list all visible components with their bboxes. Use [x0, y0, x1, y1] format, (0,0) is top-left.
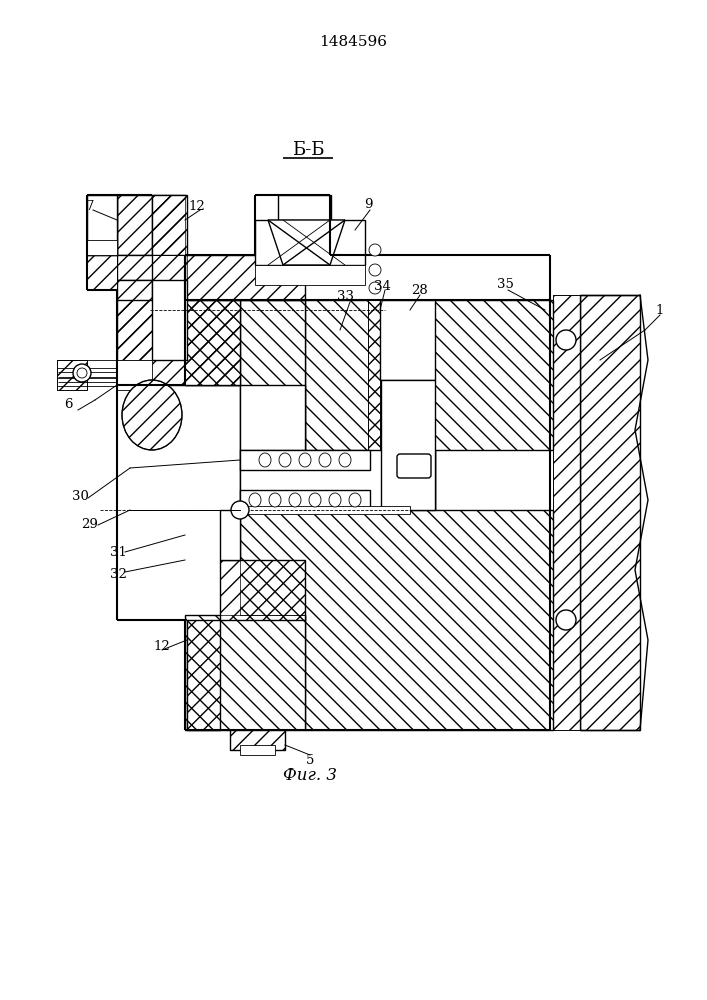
Text: 31: 31: [110, 546, 127, 558]
Bar: [117, 280, 152, 360]
Circle shape: [77, 368, 87, 378]
Ellipse shape: [319, 453, 331, 467]
Circle shape: [369, 264, 381, 276]
Ellipse shape: [309, 493, 321, 507]
Circle shape: [73, 364, 91, 382]
Ellipse shape: [349, 493, 361, 507]
Ellipse shape: [269, 493, 281, 507]
Polygon shape: [240, 300, 553, 730]
Bar: [553, 295, 580, 730]
Bar: [553, 295, 580, 730]
Bar: [187, 620, 220, 730]
Polygon shape: [185, 300, 240, 385]
Polygon shape: [185, 615, 305, 730]
Text: 35: 35: [496, 278, 513, 292]
Text: Б-Б: Б-Б: [292, 141, 325, 159]
Bar: [87, 195, 117, 290]
Bar: [152, 195, 187, 255]
Polygon shape: [268, 220, 345, 265]
Polygon shape: [185, 300, 305, 450]
Text: 5: 5: [306, 754, 314, 766]
Bar: [255, 220, 365, 265]
Ellipse shape: [289, 493, 301, 507]
Bar: [117, 195, 152, 255]
Ellipse shape: [122, 380, 182, 450]
Text: 33: 33: [337, 290, 354, 302]
Bar: [580, 295, 640, 730]
Bar: [240, 745, 275, 755]
Bar: [87, 195, 117, 255]
Bar: [117, 255, 152, 280]
Bar: [152, 195, 185, 255]
Bar: [278, 195, 331, 220]
Text: 7: 7: [86, 200, 94, 214]
Bar: [368, 300, 380, 450]
Bar: [230, 730, 285, 750]
Bar: [57, 360, 87, 390]
Bar: [580, 295, 640, 730]
Bar: [368, 300, 380, 450]
Bar: [117, 300, 240, 385]
Bar: [57, 360, 87, 390]
Circle shape: [369, 282, 381, 294]
Bar: [240, 506, 410, 514]
Circle shape: [369, 244, 381, 256]
Ellipse shape: [279, 453, 291, 467]
Bar: [152, 255, 187, 280]
Ellipse shape: [249, 493, 261, 507]
Text: 9: 9: [363, 198, 373, 212]
Text: Фиг. 3: Фиг. 3: [283, 766, 337, 784]
Bar: [380, 300, 435, 380]
Text: 30: 30: [71, 489, 88, 502]
Ellipse shape: [259, 453, 271, 467]
Text: 1484596: 1484596: [319, 35, 387, 49]
FancyBboxPatch shape: [397, 454, 431, 478]
Bar: [220, 560, 305, 620]
Bar: [117, 195, 152, 255]
Text: 28: 28: [411, 284, 428, 296]
Bar: [117, 300, 240, 385]
Bar: [152, 255, 187, 280]
Bar: [152, 280, 187, 360]
Bar: [87, 240, 117, 255]
Bar: [240, 385, 305, 450]
Ellipse shape: [299, 453, 311, 467]
Bar: [220, 510, 240, 560]
Bar: [152, 195, 187, 255]
Bar: [240, 490, 370, 510]
Bar: [240, 450, 435, 510]
Text: 1: 1: [656, 304, 664, 316]
Circle shape: [231, 501, 249, 519]
Text: 12: 12: [189, 200, 205, 214]
Bar: [87, 195, 117, 255]
Text: 6: 6: [64, 398, 72, 412]
Circle shape: [556, 330, 576, 350]
Bar: [117, 255, 152, 280]
Bar: [152, 195, 185, 255]
Text: 29: 29: [81, 518, 98, 532]
Bar: [117, 280, 152, 360]
Text: 32: 32: [110, 568, 127, 580]
Bar: [255, 265, 365, 285]
Text: 34: 34: [373, 279, 390, 292]
Bar: [230, 730, 285, 750]
Bar: [187, 620, 220, 730]
Bar: [240, 450, 370, 470]
Ellipse shape: [329, 493, 341, 507]
Ellipse shape: [339, 453, 351, 467]
Bar: [117, 360, 152, 390]
Bar: [185, 255, 305, 300]
Bar: [87, 195, 117, 290]
Bar: [220, 560, 305, 620]
Bar: [185, 255, 305, 300]
Text: 12: 12: [153, 641, 170, 654]
Circle shape: [556, 610, 576, 630]
Bar: [381, 380, 435, 510]
